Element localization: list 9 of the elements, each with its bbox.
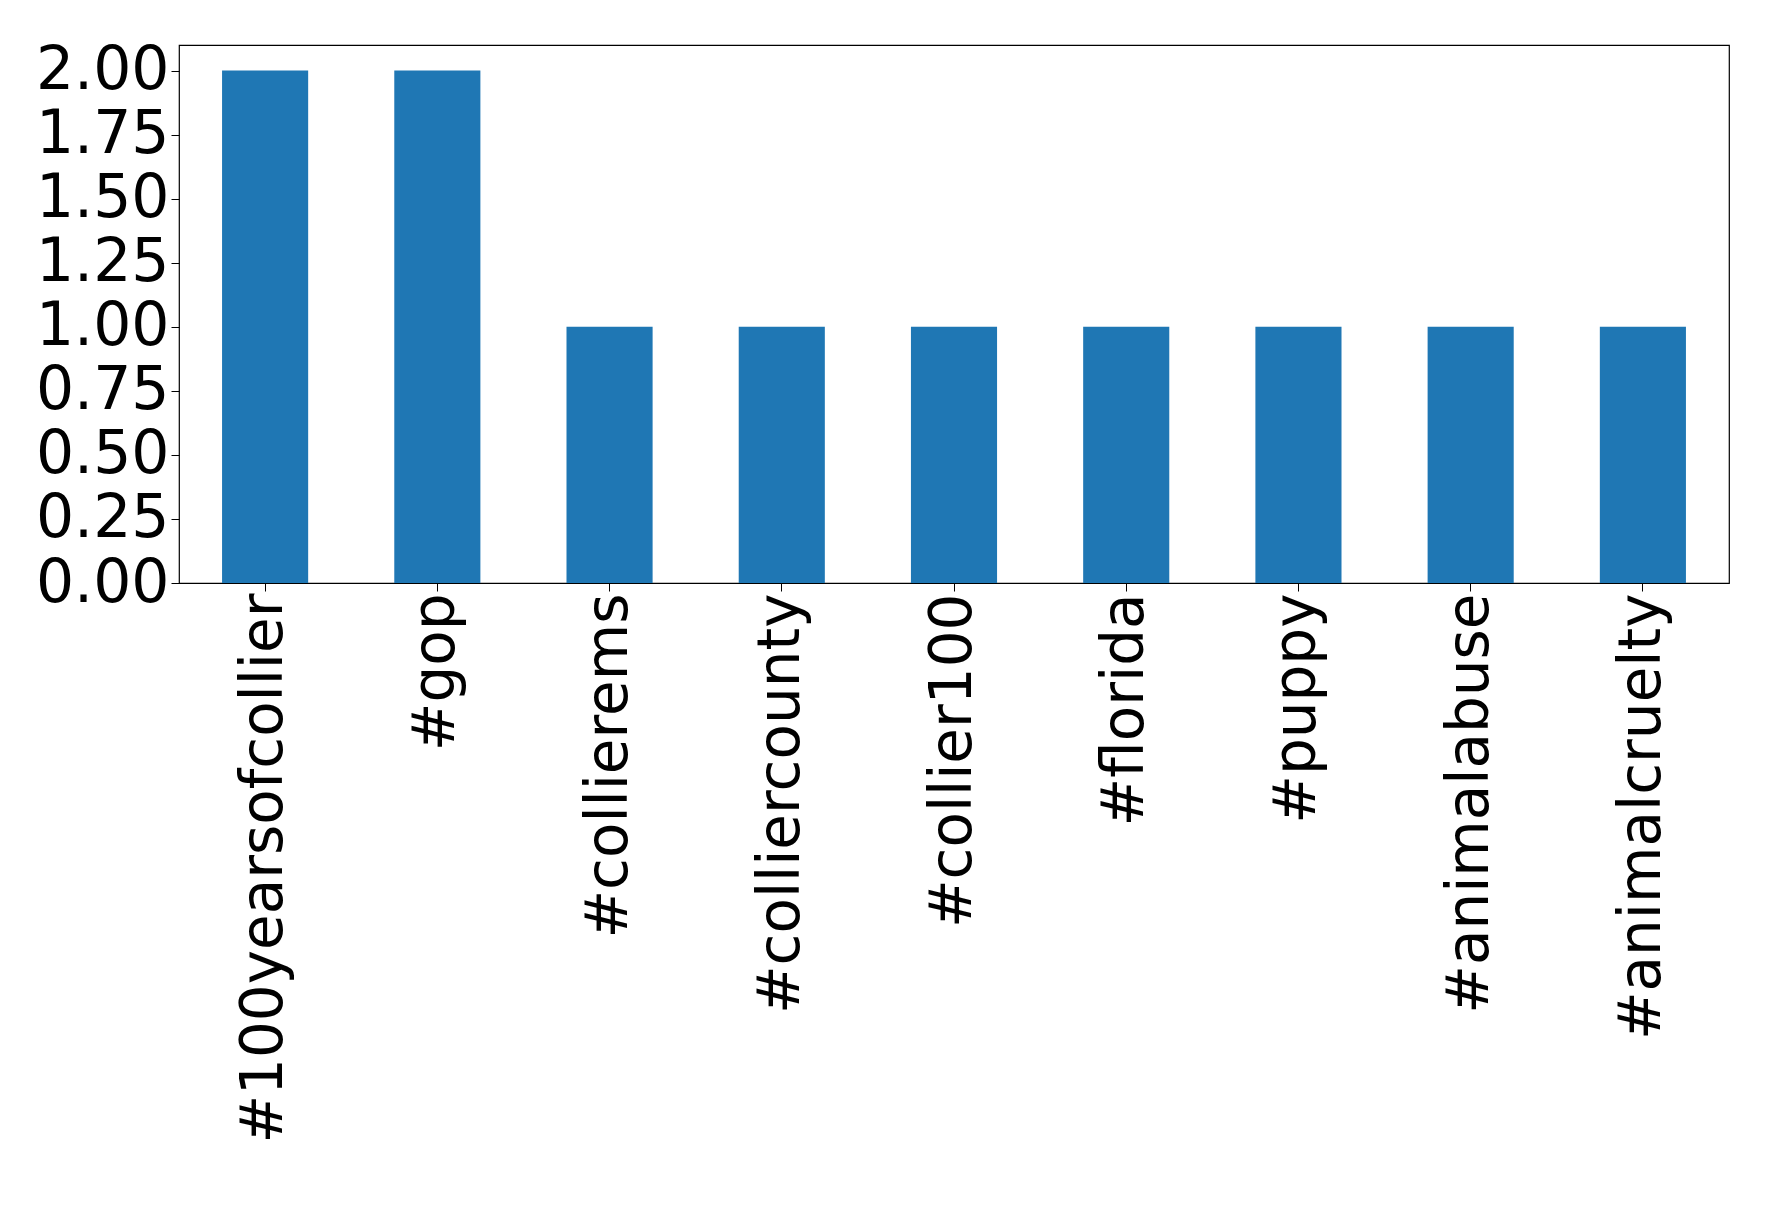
x-tick-label: #puppy: [1261, 593, 1330, 824]
x-tick-label: #florida: [1089, 593, 1158, 827]
x-tick-label: #100yearsofcollier: [228, 593, 297, 1144]
x-tick-label: #animalcruelty: [1605, 593, 1674, 1041]
x-tick-label: #animalabuse: [1433, 593, 1502, 1014]
x-tick-label: #collierems: [572, 593, 641, 939]
x-tick-label: #colliercounty: [744, 593, 813, 1015]
x-tick-label: #collier100: [917, 593, 985, 929]
x-tick-label: #gop: [400, 593, 469, 752]
